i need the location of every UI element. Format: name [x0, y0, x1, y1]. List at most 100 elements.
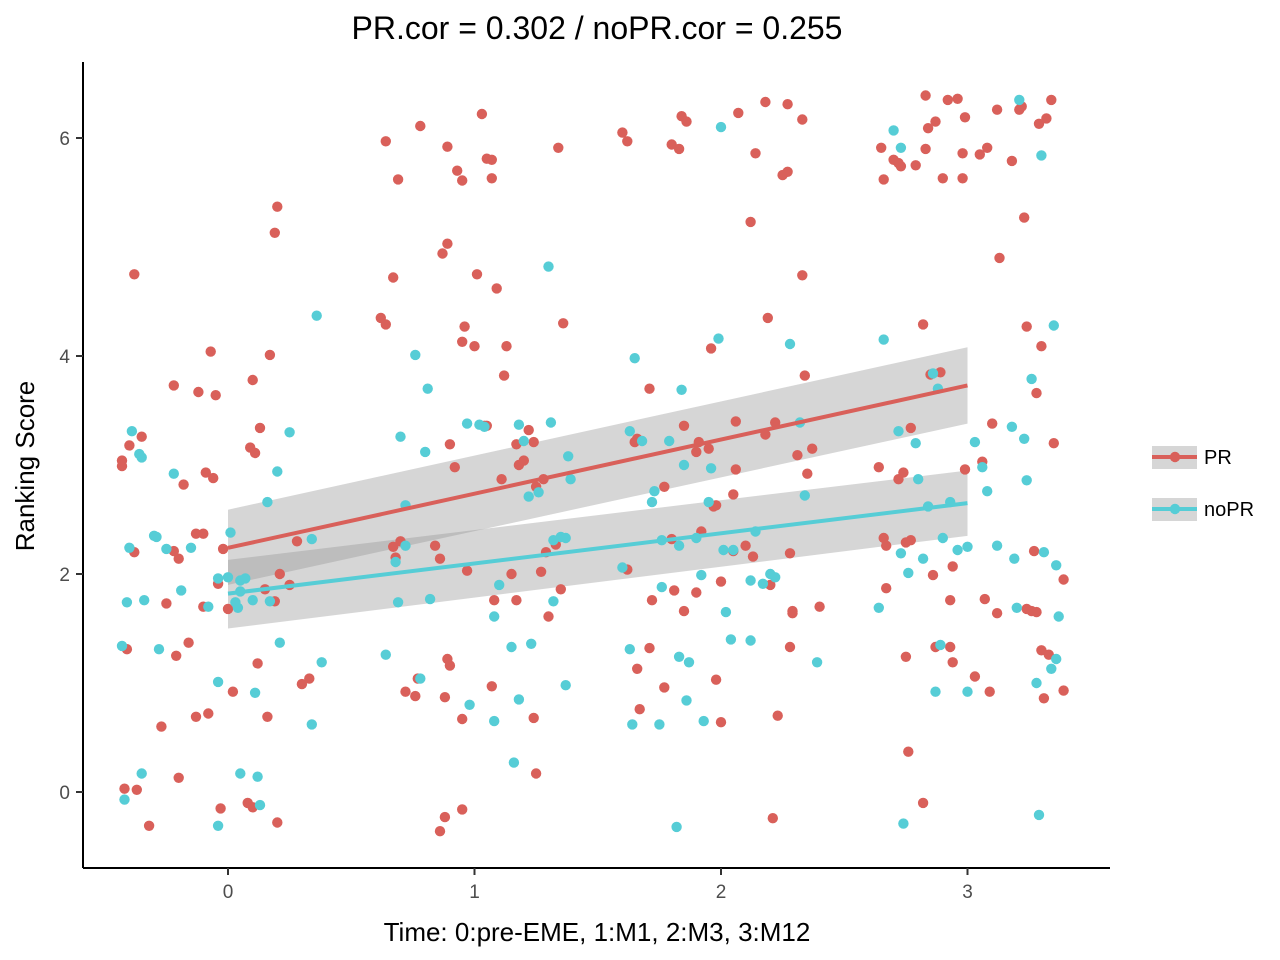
data-point-PR	[457, 713, 468, 725]
data-point-PR	[249, 447, 261, 459]
data-point-noPR	[225, 527, 236, 538]
data-point-PR	[1046, 94, 1057, 106]
x-tick-label: 3	[962, 882, 973, 903]
data-point-PR	[523, 424, 534, 436]
data-point-noPR	[548, 596, 559, 607]
data-point-noPR	[935, 639, 946, 651]
data-point-PR	[710, 674, 722, 685]
data-point-PR	[969, 671, 981, 682]
data-point-PR	[659, 481, 670, 492]
data-point-PR	[927, 569, 939, 581]
data-point-noPR	[232, 602, 244, 613]
data-point-noPR	[168, 468, 179, 479]
data-point-noPR	[306, 719, 317, 730]
data-point-noPR	[424, 593, 436, 605]
data-point-PR	[617, 127, 628, 138]
data-point-noPR	[913, 474, 924, 485]
data-point-PR	[442, 141, 453, 152]
data-point-noPR	[252, 771, 263, 782]
data-point-PR	[476, 108, 488, 120]
data-point-noPR	[1031, 677, 1042, 689]
data-point-noPR	[705, 463, 717, 474]
data-point-PR	[190, 711, 202, 722]
data-point-PR	[797, 114, 808, 125]
data-point-noPR	[725, 634, 737, 645]
data-point-noPR	[533, 487, 544, 498]
data-point-noPR	[664, 435, 675, 447]
data-point-noPR	[139, 595, 150, 606]
data-point-PR	[784, 548, 796, 559]
data-point-PR	[217, 543, 229, 555]
data-point-PR	[388, 272, 399, 283]
data-point-PR	[920, 90, 931, 101]
data-point-noPR	[1009, 553, 1020, 564]
data-point-PR	[760, 96, 771, 108]
data-point-noPR	[136, 768, 147, 779]
data-point-noPR	[254, 799, 266, 811]
data-point-noPR	[624, 644, 635, 655]
data-point-PR	[304, 673, 315, 684]
data-point-PR	[558, 318, 569, 329]
legend: PR noPR	[1152, 446, 1254, 521]
data-point-noPR	[240, 573, 251, 584]
data-point-noPR	[1046, 663, 1057, 674]
data-point-PR	[957, 173, 968, 184]
data-point-PR	[987, 418, 998, 429]
data-point-noPR	[461, 418, 473, 429]
data-point-noPR	[683, 657, 695, 668]
data-point-PR	[984, 686, 995, 697]
data-point-PR	[878, 174, 889, 185]
data-point-noPR	[151, 531, 162, 543]
data-point-noPR	[185, 542, 197, 553]
data-point-PR	[730, 416, 741, 427]
data-point-PR	[528, 436, 539, 448]
data-point-PR	[208, 472, 219, 484]
data-point-PR	[945, 595, 956, 606]
data-point-PR	[161, 598, 172, 609]
data-point-PR	[131, 784, 142, 795]
data-point-PR	[486, 154, 497, 165]
data-point-noPR	[395, 431, 406, 442]
data-point-noPR	[903, 567, 914, 579]
data-point-noPR	[513, 419, 525, 430]
data-point-noPR	[713, 333, 724, 344]
data-point-PR	[274, 568, 285, 580]
data-point-PR	[200, 467, 211, 478]
data-point-PR	[168, 380, 179, 391]
data-point-PR	[457, 336, 468, 347]
data-point-PR	[691, 446, 702, 458]
data-point-noPR	[991, 540, 1003, 551]
data-point-PR	[410, 690, 421, 702]
data-point-noPR	[415, 673, 426, 684]
data-point-noPR	[745, 575, 756, 586]
data-point-PR	[1048, 438, 1060, 449]
data-point-noPR	[284, 427, 295, 438]
data-point-PR	[528, 712, 539, 724]
data-point-PR	[227, 686, 239, 697]
data-point-noPR	[681, 695, 692, 706]
data-point-noPR	[235, 768, 246, 779]
x-axis-label: Time: 0:pre-EME, 1:M1, 2:M3, 3:M12	[384, 917, 811, 947]
data-point-PR	[876, 142, 887, 153]
data-point-PR	[498, 370, 510, 381]
data-point-noPR	[718, 544, 729, 556]
data-point-PR	[945, 641, 956, 653]
y-axis-ticks: 0 2 4 6	[59, 129, 83, 804]
data-point-PR	[673, 143, 685, 155]
data-point-noPR	[770, 572, 781, 583]
data-point-noPR	[1011, 602, 1022, 613]
data-point-noPR	[116, 640, 128, 652]
data-point-PR	[143, 820, 155, 831]
data-point-PR	[678, 420, 690, 431]
y-axis-label: Ranking Score	[10, 381, 40, 552]
data-point-noPR	[264, 596, 276, 607]
data-point-PR	[555, 584, 566, 595]
data-point-noPR	[895, 548, 907, 559]
data-point-noPR	[937, 532, 948, 544]
data-point-noPR	[1051, 653, 1062, 665]
data-point-PR	[678, 605, 690, 617]
data-point-PR	[210, 390, 221, 401]
data-point-PR	[553, 142, 564, 153]
data-point-noPR	[646, 496, 658, 508]
